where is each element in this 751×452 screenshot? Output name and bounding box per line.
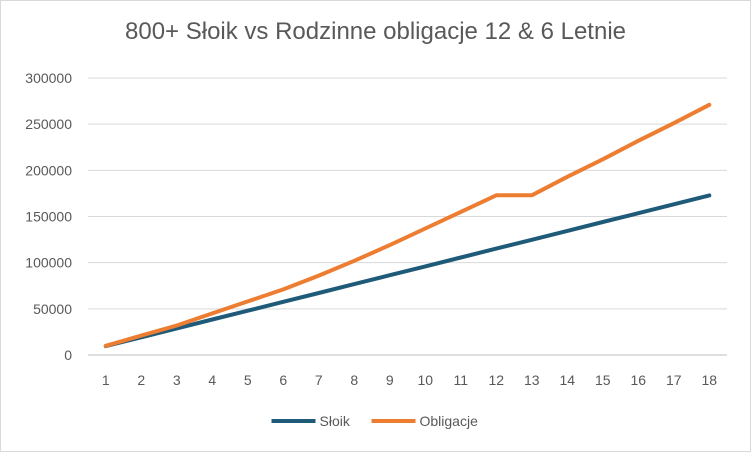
series-lines (103, 102, 712, 349)
x-tick-label: 9 (386, 372, 394, 388)
x-tick-label: 1 (102, 372, 110, 388)
x-tick-label: 7 (315, 372, 323, 388)
x-tick-label: 11 (453, 372, 468, 388)
x-tick-label: 8 (350, 372, 358, 388)
x-tick-label: 5 (244, 372, 252, 388)
x-tick-label: 13 (524, 372, 540, 388)
series-line-obligacje (103, 102, 712, 348)
legend-label: Słoik (320, 413, 351, 429)
x-tick-label: 10 (417, 372, 433, 388)
x-tick-label: 14 (559, 372, 575, 388)
legend: Słoik Obligacje (271, 413, 479, 429)
x-tick-label: 12 (488, 372, 504, 388)
x-tick-label: 6 (279, 372, 287, 388)
legend-label: Obligacje (420, 413, 479, 429)
y-axis-tick-labels: 0 50000 100000 150000 200000 250000 300000 (25, 70, 72, 363)
x-tick-label: 2 (137, 372, 145, 388)
y-tick-label: 200000 (25, 162, 72, 178)
y-tick-label: 250000 (25, 116, 72, 132)
series-line-słoik (103, 193, 712, 349)
chart-title: 800+ Słoik vs Rodzinne obligacje 12 & 6 … (125, 18, 626, 45)
y-tick-label: 150000 (25, 209, 72, 225)
x-tick-label: 18 (701, 372, 717, 388)
x-tick-label: 4 (208, 372, 216, 388)
x-tick-label: 3 (173, 372, 181, 388)
x-tick-label: 16 (630, 372, 646, 388)
y-tick-label: 50000 (33, 301, 72, 317)
y-tick-label: 300000 (25, 70, 72, 86)
x-tick-label: 17 (666, 372, 682, 388)
y-tick-label: 100000 (25, 255, 72, 271)
x-axis-tick-labels: 1 2 3 4 5 6 7 8 9 10 11 12 13 14 15 16 17 18 (102, 372, 717, 388)
x-tick-label: 15 (595, 372, 611, 388)
y-tick-label: 0 (64, 347, 72, 363)
